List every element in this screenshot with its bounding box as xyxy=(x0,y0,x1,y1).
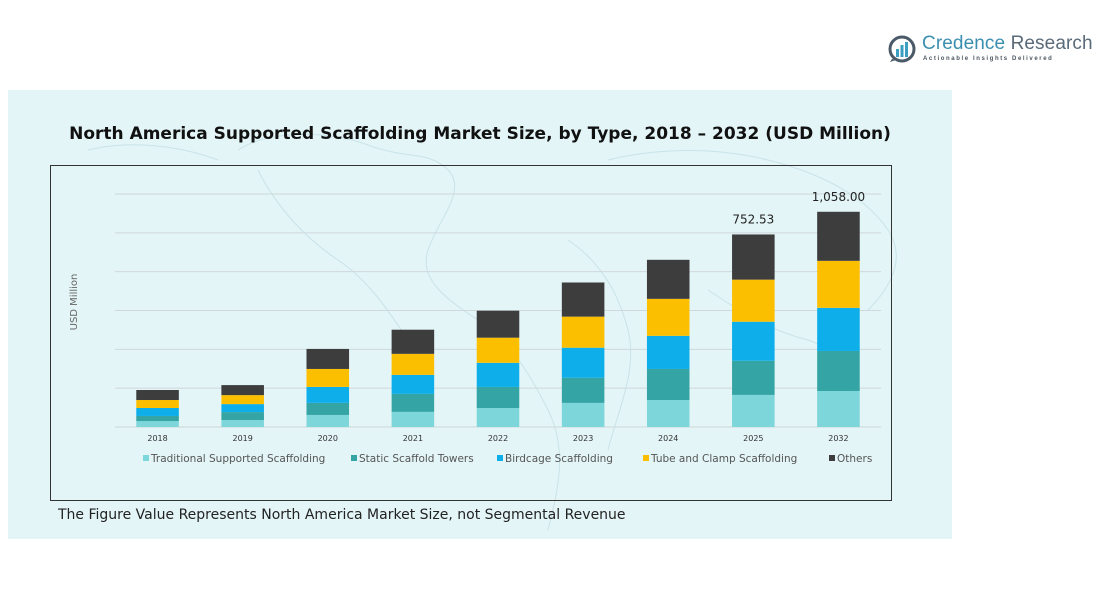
legend-swatch xyxy=(643,455,649,461)
legend-swatch xyxy=(351,455,357,461)
bar-segment-tube-and-clamp-scaffolding-2020 xyxy=(306,368,350,387)
bar-segment-traditional-supported-scaffolding-2022 xyxy=(476,407,520,427)
bar-segment-birdcage-scaffolding-2022 xyxy=(476,362,520,387)
bar-segment-tube-and-clamp-scaffolding-2032 xyxy=(817,260,860,308)
bar-segment-birdcage-scaffolding-2025 xyxy=(732,321,775,361)
bar-segment-others-2021 xyxy=(391,329,435,354)
legend-item-label: Others xyxy=(837,453,872,465)
bar-segment-others-2025 xyxy=(732,234,775,280)
bar-segment-others-2019 xyxy=(221,385,264,396)
bar-segment-static-scaffold-towers-2025 xyxy=(732,360,775,395)
bar-chart-circle-icon xyxy=(888,35,916,63)
x-tick-label: 2022 xyxy=(488,434,508,443)
x-tick-label: 2023 xyxy=(573,434,593,443)
bar-segment-static-scaffold-towers-2018 xyxy=(136,415,179,422)
legend-item-label: Traditional Supported Scaffolding xyxy=(150,453,325,465)
bar-segment-birdcage-scaffolding-2032 xyxy=(817,307,860,351)
data-label-total: 1,058.00 xyxy=(812,190,865,204)
bar-segment-tube-and-clamp-scaffolding-2023 xyxy=(561,316,605,348)
legend-swatch xyxy=(829,455,835,461)
bar-segment-traditional-supported-scaffolding-2020 xyxy=(306,414,350,427)
legend-swatch xyxy=(497,455,503,461)
x-tick-label: 2020 xyxy=(318,434,338,443)
legend-item-label: Static Scaffold Towers xyxy=(359,453,474,465)
x-tick-label: 2018 xyxy=(147,434,167,443)
x-tick-label: 2019 xyxy=(232,434,252,443)
bar-segment-others-2024 xyxy=(646,259,690,299)
bar-segment-birdcage-scaffolding-2020 xyxy=(306,386,350,403)
bar-segment-static-scaffold-towers-2020 xyxy=(306,402,350,415)
brand-name: Credence Research xyxy=(922,33,1093,55)
footnote: The Figure Value Represents North Americ… xyxy=(58,507,626,523)
bar-segment-static-scaffold-towers-2024 xyxy=(646,368,690,401)
bar-segment-traditional-supported-scaffolding-2032 xyxy=(817,391,860,427)
bar-segment-birdcage-scaffolding-2019 xyxy=(221,404,264,413)
bar-segment-traditional-supported-scaffolding-2024 xyxy=(646,400,690,427)
bar-segment-others-2018 xyxy=(136,390,179,401)
bar-segment-traditional-supported-scaffolding-2023 xyxy=(561,402,605,427)
bar-segment-static-scaffold-towers-2019 xyxy=(221,412,264,421)
brand-logo: Credence Research Actionable Insights De… xyxy=(888,33,1093,67)
chart-panel: North America Supported Scaffolding Mark… xyxy=(8,90,952,539)
data-label-total: 752.53 xyxy=(732,212,774,226)
chart-frame: 2018 2019 2020 2021 2022 2023 2024 2025 752.53 20… xyxy=(50,165,892,501)
chart-title: North America Supported Scaffolding Mark… xyxy=(69,124,891,144)
x-tick-label: 2024 xyxy=(658,434,678,443)
bar-segment-others-2020 xyxy=(306,348,350,369)
bar-segment-static-scaffold-towers-2032 xyxy=(817,350,860,392)
stacked-bar-chart: 2018 2019 2020 2021 2022 2023 2024 2025 752.53 20… xyxy=(69,190,881,465)
legend-swatch xyxy=(143,455,149,461)
bar-segment-others-2032 xyxy=(817,211,860,261)
bar-segment-tube-and-clamp-scaffolding-2025 xyxy=(732,279,775,322)
bar-segment-traditional-supported-scaffolding-2018 xyxy=(136,421,179,427)
x-tick-label: 2021 xyxy=(403,434,423,443)
bar-segment-static-scaffold-towers-2021 xyxy=(391,393,435,412)
bar-segment-tube-and-clamp-scaffolding-2024 xyxy=(646,298,690,336)
bar-segment-traditional-supported-scaffolding-2019 xyxy=(221,420,264,427)
bar-segment-tube-and-clamp-scaffolding-2019 xyxy=(221,395,264,405)
bar-segment-birdcage-scaffolding-2018 xyxy=(136,407,179,416)
brand-tagline: Actionable Insights Delivered xyxy=(923,56,1054,62)
bar-segment-tube-and-clamp-scaffolding-2021 xyxy=(391,353,435,375)
bar-segment-tube-and-clamp-scaffolding-2022 xyxy=(476,337,520,363)
bar-segment-tube-and-clamp-scaffolding-2018 xyxy=(136,400,179,408)
bar-segment-traditional-supported-scaffolding-2021 xyxy=(391,411,435,427)
bar-segment-birdcage-scaffolding-2024 xyxy=(646,335,690,369)
bar-segment-birdcage-scaffolding-2021 xyxy=(391,374,435,394)
bar-segment-traditional-supported-scaffolding-2025 xyxy=(732,394,775,427)
x-tick-label: 2032 xyxy=(828,434,848,443)
brand-name-part2: Research xyxy=(1005,33,1093,54)
x-tick-label: 2025 xyxy=(743,434,763,443)
legend-item-label: Tube and Clamp Scaffolding xyxy=(650,453,797,465)
bar-segment-static-scaffold-towers-2022 xyxy=(476,386,520,408)
bar-segment-static-scaffold-towers-2023 xyxy=(561,377,605,403)
bar-segment-others-2022 xyxy=(476,310,520,338)
brand-name-part1: Credence xyxy=(922,33,1006,54)
legend-item-label: Birdcage Scaffolding xyxy=(505,453,613,465)
y-axis-label: USD Million xyxy=(69,274,80,331)
bar-segment-others-2023 xyxy=(561,282,605,317)
bar-segment-birdcage-scaffolding-2023 xyxy=(561,347,605,378)
